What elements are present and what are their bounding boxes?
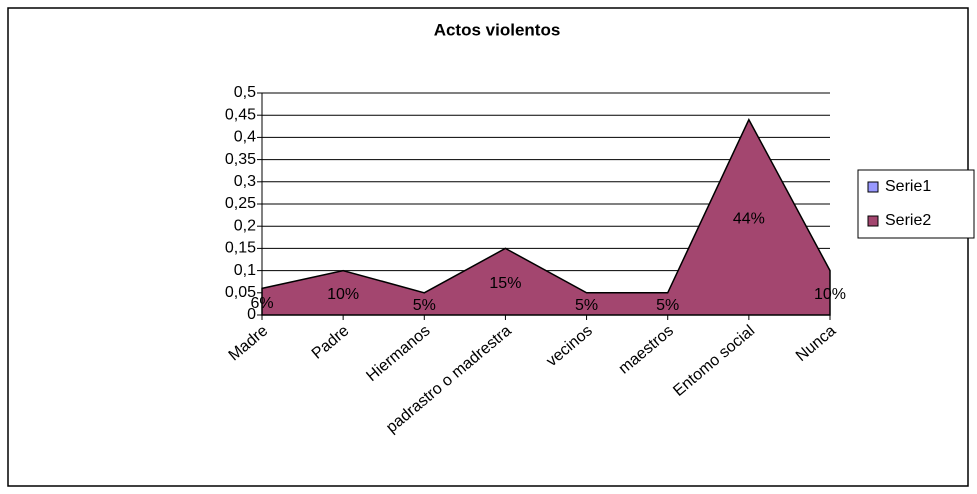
data-label: 10% [814,286,846,303]
data-label: 44% [733,211,765,228]
y-tick-label: 0 [247,306,256,323]
legend-label: Serie1 [885,178,931,195]
legend-label: Serie2 [885,212,931,229]
legend-box [857,169,975,239]
y-tick-label: 0,25 [225,195,256,212]
chart-border [7,7,969,487]
data-label: 5% [656,297,679,314]
y-tick-label: 0,3 [234,173,256,190]
area [261,117,831,316]
y-tick-label: 0,05 [225,284,256,301]
y-tick-label: 0,1 [234,262,256,279]
y-tick-label: 0,35 [225,151,256,168]
data-label: 6% [250,295,273,312]
y-tick-label: 0,45 [225,106,256,123]
data-label: 5% [575,297,598,314]
legend-swatch [867,181,879,193]
data-label: 10% [327,286,359,303]
legend-swatch [867,215,879,227]
data-label: 5% [413,297,436,314]
y-tick-label: 0,4 [234,129,256,146]
chart-title: Actos violentos [434,20,561,39]
data-label: 15% [489,275,521,292]
y-tick-label: 0,2 [234,217,256,234]
y-tick-label: 0,5 [234,84,256,101]
y-tick-label: 0,15 [225,240,256,257]
